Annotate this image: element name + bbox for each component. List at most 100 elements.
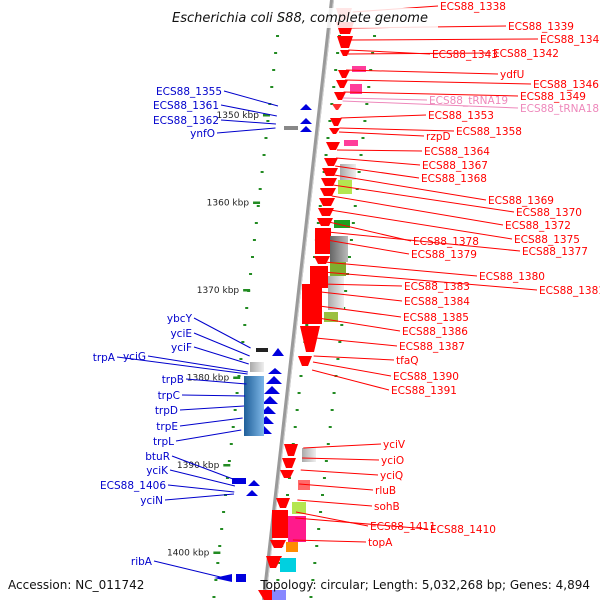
gene-label-trpa: trpA	[93, 352, 116, 364]
label-leader	[326, 239, 410, 255]
gene-block	[315, 228, 331, 254]
gene-arrow	[262, 396, 278, 404]
gene-label-ecs88_1358: ECS88_1358	[456, 126, 522, 138]
tick-mark	[223, 464, 231, 467]
label-leader	[324, 261, 478, 277]
gene-label-ecs88_1340: ECS88_1340	[540, 34, 600, 46]
gene-label-ecs88_1370: ECS88_1370	[516, 207, 582, 219]
tick-label: 1350 kbp	[217, 111, 260, 121]
label-leader	[179, 417, 243, 427]
label-leader	[300, 469, 379, 476]
gene-label-ybcy: ybcY	[167, 313, 193, 325]
gene-label-trpl: trpL	[153, 436, 174, 448]
gene-arrow	[266, 376, 282, 384]
gene-label-ecs88_trna18: ECS88_tRNA18	[520, 103, 599, 115]
tick-mark	[233, 376, 241, 379]
tick-mark	[262, 114, 270, 117]
label-leader	[334, 174, 487, 201]
gene-label-ecs88_1379: ECS88_1379	[411, 249, 477, 261]
label-leader	[328, 221, 412, 242]
label-leader	[223, 90, 279, 107]
gene-arrow	[336, 80, 348, 88]
gene-arrow	[266, 556, 282, 568]
label-leader	[317, 317, 401, 332]
label-leader	[319, 305, 402, 318]
gene-label-ecs88_1355: ECS88_1355	[156, 86, 222, 98]
map-title: Escherichia coli S88, complete genome	[172, 11, 428, 26]
tick-mark	[253, 201, 261, 204]
gene-label-ecs88_1378: ECS88_1378	[413, 236, 479, 248]
label-leader	[179, 405, 245, 411]
reverse-features	[214, 104, 312, 582]
gene-label-ycin: yciN	[140, 495, 163, 507]
label-leader	[343, 91, 519, 97]
gene-label-yciq: yciQ	[380, 470, 403, 482]
label-leader	[332, 184, 515, 213]
tick-label: 1360 kbp	[207, 199, 250, 209]
label-leader	[185, 378, 247, 385]
gene-arrow	[284, 444, 298, 456]
label-leader	[116, 356, 248, 375]
label-leader	[193, 346, 249, 365]
gene-arrow	[282, 458, 296, 468]
gene-label-ycio: yciO	[381, 455, 404, 467]
label-leader	[312, 361, 392, 377]
label-leader	[167, 484, 235, 493]
gene-arrow	[300, 126, 312, 132]
gene-label-ecs88_1386: ECS88_1386	[402, 326, 468, 338]
gene-label-ecs88_1383: ECS88_1383	[404, 281, 470, 293]
gene-label-ecs88_1364: ECS88_1364	[424, 146, 490, 158]
gene-label-ecs88_1384: ECS88_1384	[404, 296, 470, 308]
label-leader	[315, 337, 398, 347]
gene-label-rlub: rluB	[375, 485, 396, 497]
gene-label-ydfu: ydfU	[500, 69, 524, 81]
gene-label-ecs88_1368: ECS88_1368	[421, 173, 487, 185]
label-leader	[175, 429, 242, 442]
label-leader	[336, 157, 421, 166]
gene-label-ecs88_1380: ECS88_1380	[479, 271, 545, 283]
label-leader	[331, 195, 504, 226]
gene-label-trpd: trpD	[155, 405, 178, 417]
gene-label-ecs88_1391: ECS88_1391	[391, 385, 457, 397]
gene-label-ycie: yciE	[170, 328, 192, 340]
label-leader	[193, 332, 250, 357]
gene-arrow	[280, 470, 294, 478]
gene-arrow	[332, 104, 342, 110]
gene-label-sohb: sohB	[374, 501, 400, 513]
topology-label: Topology: circular; Length: 5,032,268 bp…	[260, 578, 590, 592]
gene-label-ecs88_1377: ECS88_1377	[522, 246, 588, 258]
gene-arrow	[264, 386, 280, 394]
label-leader	[311, 369, 390, 391]
label-leader	[220, 119, 276, 125]
gene-arrow	[320, 188, 336, 196]
gene-arrow	[300, 104, 312, 110]
label-leader	[327, 231, 521, 252]
gene-arrow	[322, 168, 338, 176]
tick-label: 1370 kbp	[197, 286, 240, 296]
gene-label-ecs88_1338: ECS88_1338	[440, 1, 506, 13]
gene-label-ecs88_1372: ECS88_1372	[505, 220, 571, 232]
label-leader	[292, 539, 367, 543]
gene-arrow	[330, 118, 342, 126]
label-leader	[339, 131, 425, 137]
gene-label-ecs88_1349: ECS88_1349	[520, 91, 586, 103]
gene-arrow	[272, 348, 284, 356]
gene-label-ecs88_1362: ECS88_1362	[153, 115, 219, 127]
label-leader	[220, 104, 277, 117]
label-leader	[320, 291, 403, 302]
gene-label-ecs88_1375: ECS88_1375	[514, 234, 580, 246]
gene-label-rzpd: rzpD	[426, 131, 451, 143]
gene-arrow	[298, 356, 312, 366]
gene-label-ecs88_1361: ECS88_1361	[153, 100, 219, 112]
label-leader	[216, 127, 276, 134]
gene-label-ecs88_1381: ECS88_1381	[539, 285, 600, 297]
gene-arrow	[338, 70, 350, 78]
gene-label-ecs88_trna19: ECS88_tRNA19	[429, 95, 508, 107]
gene-arrow	[318, 208, 334, 216]
label-leader	[193, 317, 251, 349]
gene-label-trpb: trpB	[162, 374, 184, 386]
gene-label-ecs88_1385: ECS88_1385	[403, 312, 469, 324]
